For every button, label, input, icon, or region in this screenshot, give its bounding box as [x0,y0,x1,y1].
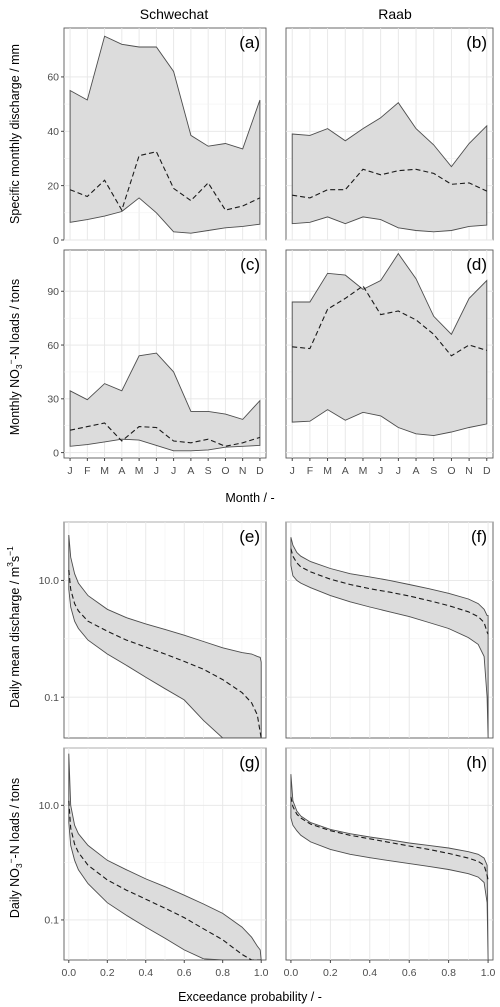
panel-label: (b) [466,33,487,52]
x-tick-label: J [171,465,176,477]
y-tick-label: 60 [47,72,59,84]
y-tick-label: 30 [47,394,59,406]
median-line [290,548,489,635]
x-tick-label: D [256,465,264,477]
panel-f: (f) [285,521,494,739]
median-line [69,151,261,212]
uncertainty-band [290,537,489,738]
y-axis-title-daily-loads: Daily NO3−-N loads / tons [6,778,24,918]
y-tick-label: 0 [53,235,59,247]
x-tick-label: D [483,465,491,477]
y-tick-label: 0 [53,447,59,459]
x-tick-label: J [154,465,159,477]
x-tick-label: J [378,465,383,477]
median-line [69,422,261,447]
y-tick-label: 40 [47,126,59,138]
y-tick-label: 60 [47,340,59,352]
median-line [68,570,262,738]
x-tick-label: J [290,465,295,477]
panel-g: (g) 0.1 10.0 0.0 0.2 0.4 0.6 0.8 1.0 [39,747,269,979]
x-tick-label: S [205,465,212,477]
x-tick-label: 0.2 [323,967,338,979]
column-title-schwechat: Schwechat [140,6,209,22]
x-tick-label: 1.0 [254,967,269,979]
uncertainty-band [291,102,488,233]
y-tick-label: 10.0 [39,800,60,812]
panel-b: (b) [285,27,494,241]
median-line [292,285,487,357]
x-tick-label: N [465,465,473,477]
panel-label: (d) [466,255,487,274]
x-tick-label: 0.8 [215,967,230,979]
x-tick-label: 0.6 [177,967,192,979]
x-tick-label: A [118,465,125,477]
panel-d: (d)J F M A M J J A S O N D [285,249,494,477]
x-tick-label: 0.2 [100,967,115,979]
panel-a: (a) 0 20 40 60 [47,27,267,247]
uncertainty-band [68,534,262,738]
median-line [292,168,488,199]
y-axis-title-monthly-loads: Monthly NO3−-N loads / tons [6,279,24,435]
x-tick-label: S [430,465,437,477]
y-tick-label: 10.0 [39,575,60,587]
median-line [290,796,489,881]
x-tick-label: 0.4 [362,967,377,979]
panel-label: (h) [466,753,487,772]
panel-label: (f) [471,527,487,546]
x-tick-label: M [135,465,144,477]
x-tick-label: N [239,465,247,477]
x-tick-label: M [359,465,368,477]
x-tick-label: O [221,465,229,477]
panel-h: (h) 0.0 0.2 0.4 0.6 0.8 1.0 [284,747,496,979]
panel-label: (a) [239,33,260,52]
x-tick-label: M [100,465,109,477]
median-line [68,800,262,960]
panel-label: (e) [239,527,260,546]
y-tick-label: 20 [47,180,59,192]
x-tick-label: 0.4 [138,967,153,979]
uncertainty-band [68,753,262,960]
monthly-x-axis-title: Month / - [225,491,274,505]
uncertainty-band [291,252,488,437]
panel-label: (g) [239,753,260,772]
x-tick-label: M [323,465,332,477]
y-tick-label: 0.1 [44,692,59,704]
exceedance-x-axis-title: Exceedance probability / - [178,990,322,1004]
panel-label: (c) [240,255,260,274]
y-axis-title-daily-discharge: Daily mean discharge / m3s−1 [5,546,22,708]
panel-e: (e) 0.1 10.0 [39,521,267,739]
x-tick-label: J [67,465,72,477]
column-title-raab: Raab [378,6,412,22]
x-tick-label: 0.0 [284,967,299,979]
y-tick-label: 90 [47,286,59,298]
x-tick-label: F [307,465,313,477]
y-axis-title-specific-discharge: Specific monthly discharge / mm [8,44,22,224]
uncertainty-band [69,352,261,452]
x-tick-label: 0.8 [441,967,456,979]
x-tick-label: A [342,465,349,477]
uncertainty-band [69,35,261,234]
x-tick-label: A [413,465,420,477]
y-tick-label: 0.1 [44,915,59,927]
x-tick-label: F [84,465,90,477]
x-tick-label: 0.0 [62,967,77,979]
x-tick-label: 0.6 [402,967,417,979]
uncertainty-band [290,774,489,960]
x-tick-label: J [396,465,401,477]
x-tick-label: 1.0 [481,967,496,979]
x-tick-label: O [447,465,455,477]
x-tick-label: A [187,465,194,477]
